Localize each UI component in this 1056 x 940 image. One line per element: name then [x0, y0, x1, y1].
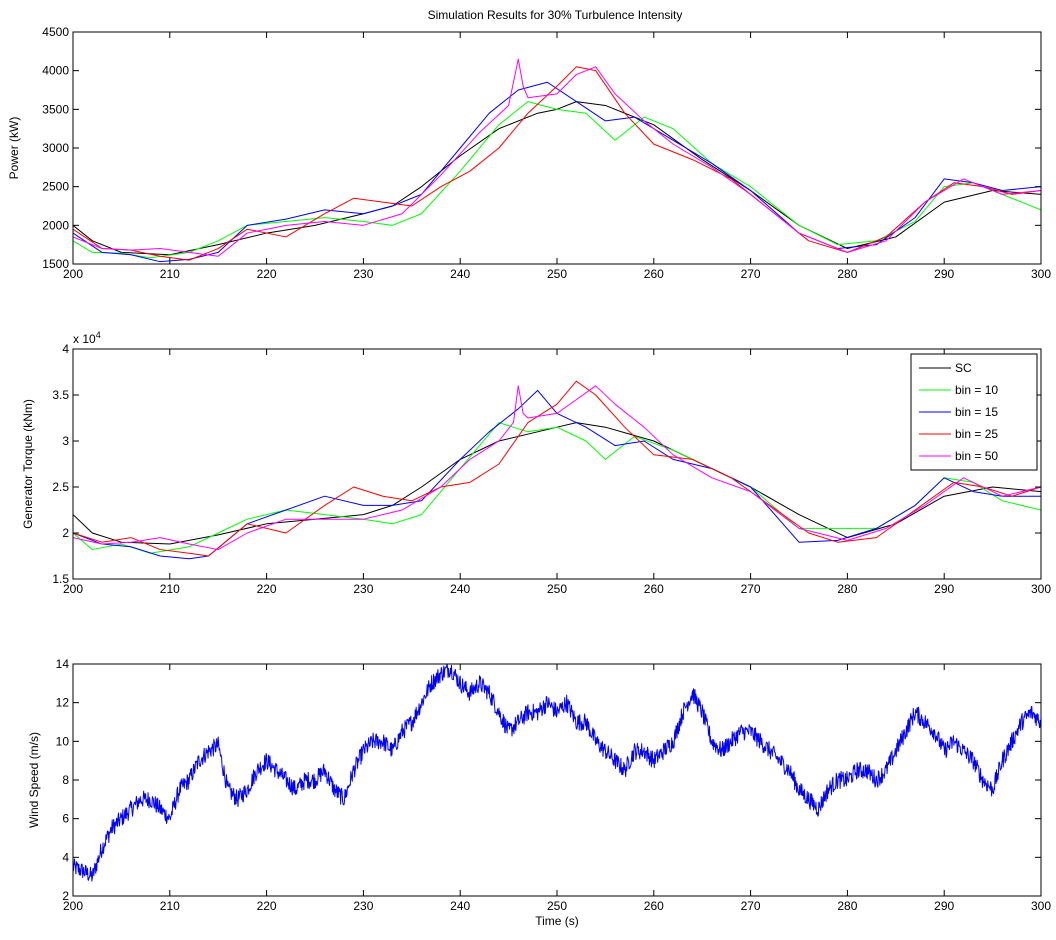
power-xtick-label: 220	[257, 267, 277, 281]
power-series-group	[73, 58, 1041, 263]
power-xtick-label: 270	[741, 267, 761, 281]
wind-speed-xtick-label: 290	[934, 899, 954, 913]
power-ytick-label: 3000	[42, 141, 69, 155]
torque-series-group	[73, 380, 1041, 560]
power-ytick-label: 3500	[42, 102, 69, 116]
power-xtick-label: 230	[353, 267, 373, 281]
torque-xtick-label: 280	[837, 582, 857, 596]
wind-speed-xtick-label: 270	[741, 899, 761, 913]
power-ytick-label: 1500	[42, 257, 69, 271]
torque-ytick-label: 3.5	[52, 388, 69, 402]
wind-speed-series-group	[73, 664, 1041, 882]
torque-ytick-label: 2	[62, 526, 69, 540]
power-line-bin-25	[73, 66, 1041, 261]
wind-speed-xlabel: Time (s)	[535, 914, 579, 928]
wind-speed-xtick-label: 260	[644, 899, 664, 913]
torque-ytick-label: 4	[62, 342, 69, 356]
power-xtick-label: 300	[1031, 267, 1051, 281]
wind-speed-line-series	[73, 664, 1041, 882]
torque-xtick-label: 250	[547, 582, 567, 596]
wind-speed-ytick-label: 2	[62, 889, 69, 903]
power-ytick-label: 4500	[42, 25, 69, 39]
torque-ytick-label: 2.5	[52, 480, 69, 494]
torque-line-sc	[73, 422, 1041, 545]
power-ytick-label: 2000	[42, 218, 69, 232]
power-xtick-label: 210	[160, 267, 180, 281]
torque-line-bin-50	[73, 385, 1041, 551]
wind-speed-ytick-label: 14	[56, 657, 70, 671]
power-line-bin-50	[73, 58, 1041, 257]
power-xtick-label: 250	[547, 267, 567, 281]
power-line-bin-10	[73, 101, 1041, 259]
wind-speed-ytick-label: 4	[62, 850, 69, 864]
power-axes-box	[72, 31, 1042, 265]
wind-speed-axes-box	[72, 663, 1042, 897]
wind-speed-axes: 200 210 220 230 240 250 260 270 280 290 300 2 4 6 8 10 1…	[27, 657, 1051, 928]
torque-ytick-label: 3	[62, 434, 69, 448]
wind-speed-ytick-label: 6	[62, 812, 69, 826]
power-xtick-label: 290	[934, 267, 954, 281]
wind-speed-ytick-label: 8	[62, 773, 69, 787]
torque-xtick-label: 200	[63, 582, 83, 596]
power-line-sc	[73, 101, 1041, 256]
wind-speed-xtick-label: 200	[63, 899, 83, 913]
power-xtick-label: 200	[63, 267, 83, 281]
figure-title: Simulation Results for 30% Turbulence In…	[428, 8, 683, 22]
legend-label: bin = 15	[955, 405, 998, 419]
torque-xtick-label: 290	[934, 582, 954, 596]
torque-exponent-power: 4	[96, 330, 101, 340]
wind-speed-xtick-label: 210	[160, 899, 180, 913]
torque-xtick-label: 270	[741, 582, 761, 596]
wind-speed-xtick-label: 220	[257, 899, 277, 913]
torque-xtick-label: 210	[160, 582, 180, 596]
torque-xtick-label: 240	[450, 582, 470, 596]
torque-xtick-label: 260	[644, 582, 664, 596]
power-ytick-label: 4000	[42, 64, 69, 78]
wind-speed-ytick-label: 10	[56, 734, 70, 748]
power-line-bin-15	[73, 81, 1041, 263]
torque-xtick-label: 230	[353, 582, 373, 596]
wind-speed-xtick-label: 300	[1031, 899, 1051, 913]
torque-exponent-label: x 104	[73, 330, 101, 346]
torque-legend: SC bin = 10 bin = 15 bin = 25 bin = 50	[910, 353, 1038, 471]
torque-xtick-label: 220	[257, 582, 277, 596]
torque-ytick-label: 1.5	[52, 572, 69, 586]
torque-line-bin-25	[73, 380, 1041, 557]
torque-exponent-base: x 10	[73, 332, 96, 346]
legend-label: bin = 10	[955, 383, 998, 397]
power-ytick-label: 2500	[42, 180, 69, 194]
wind-speed-ylabel: Wind Speed (m/s)	[27, 732, 41, 828]
power-axes: 200 210 220 230 240 250 260 270 280 290 300 1500 200…	[7, 25, 1051, 281]
wind-speed-ytick-label: 12	[56, 696, 70, 710]
legend-label: SC	[955, 361, 972, 375]
torque-ylabel: Generator Torque (kNm)	[21, 399, 35, 529]
torque-axes: 200 210 220 230 240 250 260 270 280 290 300 1.5 2 2.5…	[21, 330, 1051, 596]
wind-speed-xtick-label: 230	[353, 899, 373, 913]
wind-speed-xtick-label: 280	[837, 899, 857, 913]
power-xtick-label: 280	[837, 267, 857, 281]
wind-speed-xtick-label: 240	[450, 899, 470, 913]
legend-label: bin = 50	[955, 449, 998, 463]
power-xtick-label: 240	[450, 267, 470, 281]
power-ylabel: Power (kW)	[7, 117, 21, 180]
torque-xtick-label: 300	[1031, 582, 1051, 596]
wind-speed-xtick-label: 250	[547, 899, 567, 913]
legend-label: bin = 25	[955, 427, 998, 441]
power-xtick-label: 260	[644, 267, 664, 281]
torque-line-bin-10	[73, 422, 1041, 554]
torque-axes-box	[72, 348, 1042, 580]
